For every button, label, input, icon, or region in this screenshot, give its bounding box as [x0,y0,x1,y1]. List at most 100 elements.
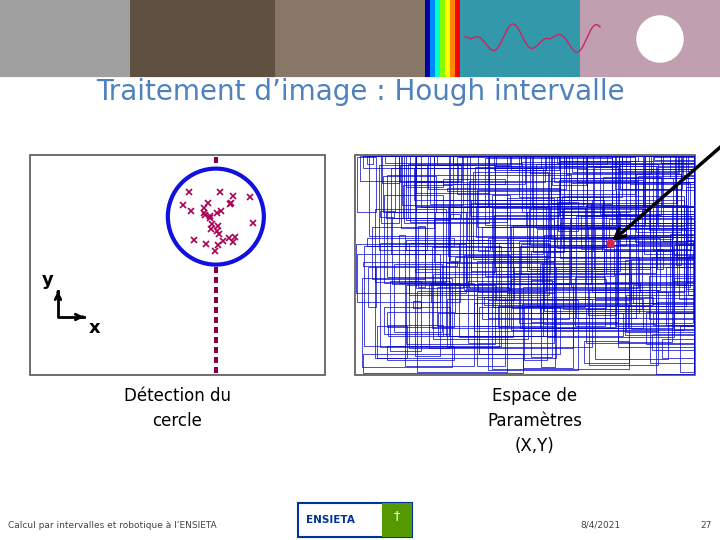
Bar [686,156,694,240]
Bar [464,255,510,291]
Bar [492,261,629,369]
Bar [431,283,460,302]
Bar [688,256,694,295]
Bar [433,274,528,339]
Bar [680,156,694,178]
Bar [662,339,694,357]
Bar [666,267,694,325]
Bar [214,327,218,333]
Bar [479,307,559,354]
Bar [544,235,694,311]
Bar [484,298,653,306]
Bar [390,281,421,351]
Bar [638,176,694,244]
Bar [402,156,463,205]
Bar [657,248,663,269]
Bar [413,301,420,308]
Bar [355,155,695,375]
Bar [527,212,620,271]
Bar [455,0,460,78]
Bar [362,278,452,367]
Bar [478,284,640,292]
Text: Calcul par intervalles et robotique à l’ENSIETA: Calcul par intervalles et robotique à l’… [8,521,217,530]
Bar [544,267,656,325]
Bar [577,169,694,181]
Bar [657,292,694,374]
Bar [595,293,668,359]
Bar [662,163,694,206]
Bar [438,313,623,336]
Bar [214,287,218,293]
Bar [368,267,376,307]
Bar [447,188,559,191]
Text: y: y [42,271,54,289]
Bar [560,224,694,258]
Bar [415,165,495,272]
Bar [609,219,694,237]
Bar [385,212,563,218]
Bar [214,157,218,163]
Bar [379,243,499,347]
Bar [531,156,679,173]
Bar [559,156,639,161]
Bar [406,285,495,344]
Bar [522,305,628,328]
Bar [415,156,583,206]
Bar [652,334,694,350]
Bar [566,156,651,174]
Bar [416,156,546,181]
Bar [214,337,218,343]
Bar [656,214,694,302]
Bar [523,287,573,368]
Bar [564,208,642,309]
Bar [453,156,607,164]
Bar [600,156,694,214]
Bar [474,167,612,204]
Bar [625,260,694,335]
Bar [581,216,691,249]
Bar [410,156,508,222]
Bar [436,287,509,326]
Bar [392,218,570,284]
Bar [595,228,694,298]
Bar [214,367,218,373]
Text: Espace de
Paramètres
(X,Y): Espace de Paramètres (X,Y) [487,387,582,455]
Bar [449,237,554,336]
Bar [670,156,694,178]
Bar [587,156,694,166]
Bar [594,167,618,269]
Bar [612,156,694,168]
Bar [619,156,694,244]
Bar [379,165,427,249]
Bar [536,164,658,228]
Text: Détection du
cercle: Détection du cercle [124,387,231,430]
Bar [382,503,412,537]
Bar [551,178,672,239]
Text: ENSIETA: ENSIETA [306,515,355,525]
Bar [492,195,510,251]
Bar [394,264,442,332]
Bar [519,241,693,322]
Bar [363,262,457,266]
Bar [616,156,675,189]
Bar [455,256,639,313]
Bar [214,227,218,233]
Bar [561,218,694,245]
Bar [425,0,460,78]
Bar [686,187,694,289]
Bar [580,0,720,78]
Bar [602,205,672,251]
Bar [418,226,426,287]
Circle shape [638,17,682,61]
Bar [430,156,569,205]
Bar [415,156,489,193]
Bar [409,281,450,348]
Bar [636,174,680,232]
Bar [494,215,606,274]
Bar [478,156,593,251]
Bar [400,165,459,181]
Bar [529,210,650,268]
Bar [487,300,578,370]
Bar [595,274,631,300]
Bar [406,240,490,250]
